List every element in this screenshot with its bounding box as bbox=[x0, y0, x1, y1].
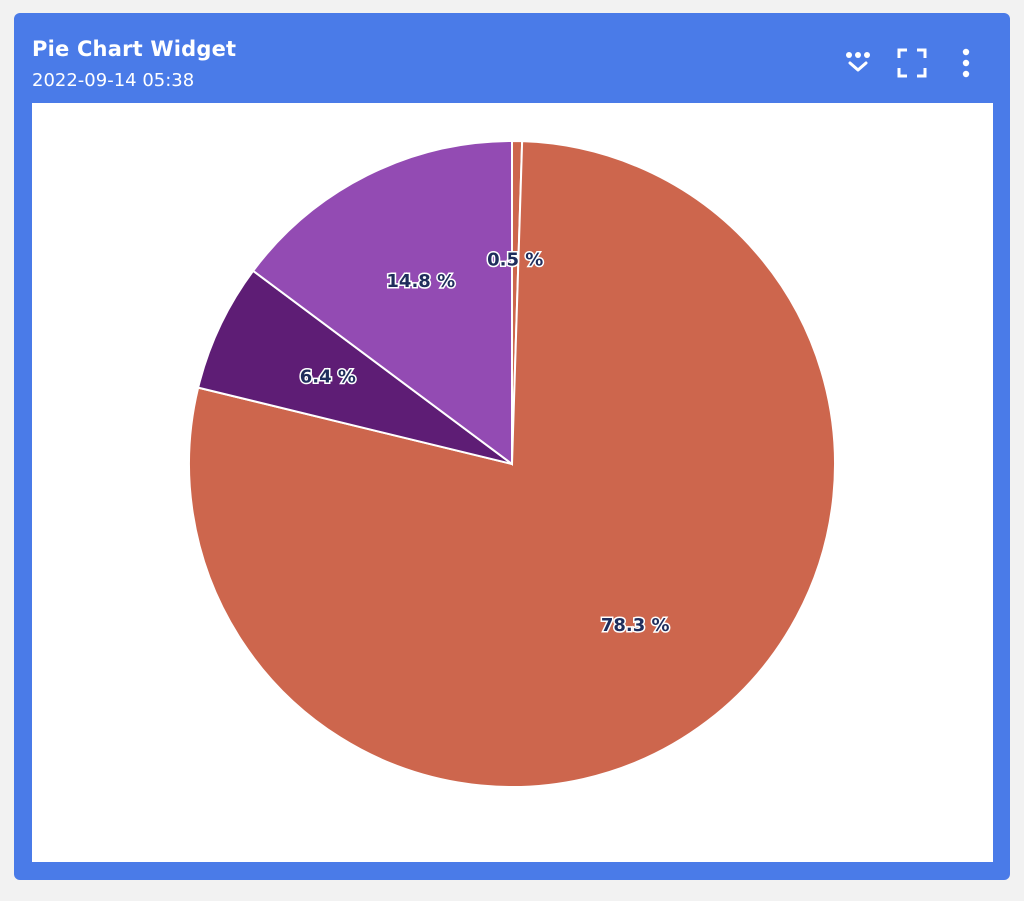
slice-label-2: 6.4 % bbox=[300, 366, 356, 387]
widget-timestamp: 2022-09-14 05:38 bbox=[32, 70, 195, 91]
pie-chart: 0.5 % 78.3 % 6.4 % 14.8 % bbox=[188, 139, 836, 788]
slice-label-3: 14.8 % bbox=[386, 271, 455, 292]
slice-label-1: 78.3 % bbox=[601, 615, 670, 636]
widget-toolbar bbox=[842, 43, 982, 83]
widget-header: Pie Chart Widget 2022-09-14 05:38 bbox=[14, 13, 1010, 103]
slice-label-0: 0.5 % bbox=[487, 250, 543, 271]
fullscreen-button[interactable] bbox=[896, 45, 928, 81]
more-options-button[interactable] bbox=[950, 45, 982, 81]
fullscreen-icon bbox=[897, 48, 927, 78]
pie-slice-3[interactable] bbox=[251, 139, 513, 466]
filter-dots-icon bbox=[846, 52, 870, 72]
filter-button[interactable] bbox=[842, 45, 874, 81]
widget-title: Pie Chart Widget bbox=[32, 37, 237, 61]
pie-chart-widget: Pie Chart Widget 2022-09-14 05:38 bbox=[14, 13, 1010, 880]
chart-area: 0.5 % 78.3 % 6.4 % 14.8 % bbox=[32, 103, 993, 862]
more-vertical-icon bbox=[962, 48, 970, 78]
pie-slice-2[interactable] bbox=[196, 269, 513, 465]
